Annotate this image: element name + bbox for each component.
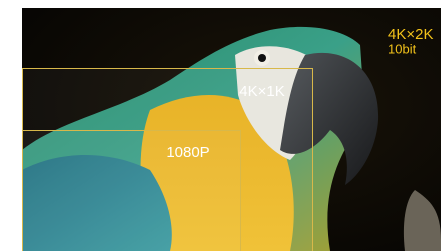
screenshot: 4K×2K 10bit 4K×1K 1080P (0, 0, 441, 251)
label-full-resolution: 4K×2K (388, 26, 433, 43)
label-small-resolution: 1080P (166, 144, 209, 161)
label-bit-depth: 10bit (388, 41, 417, 56)
label-mid-resolution: 4K×1K (239, 83, 284, 100)
page: 4K×2K 10bit 4K×1K 1080P (() => { const d… (0, 0, 441, 251)
parrot-eye (258, 54, 266, 62)
